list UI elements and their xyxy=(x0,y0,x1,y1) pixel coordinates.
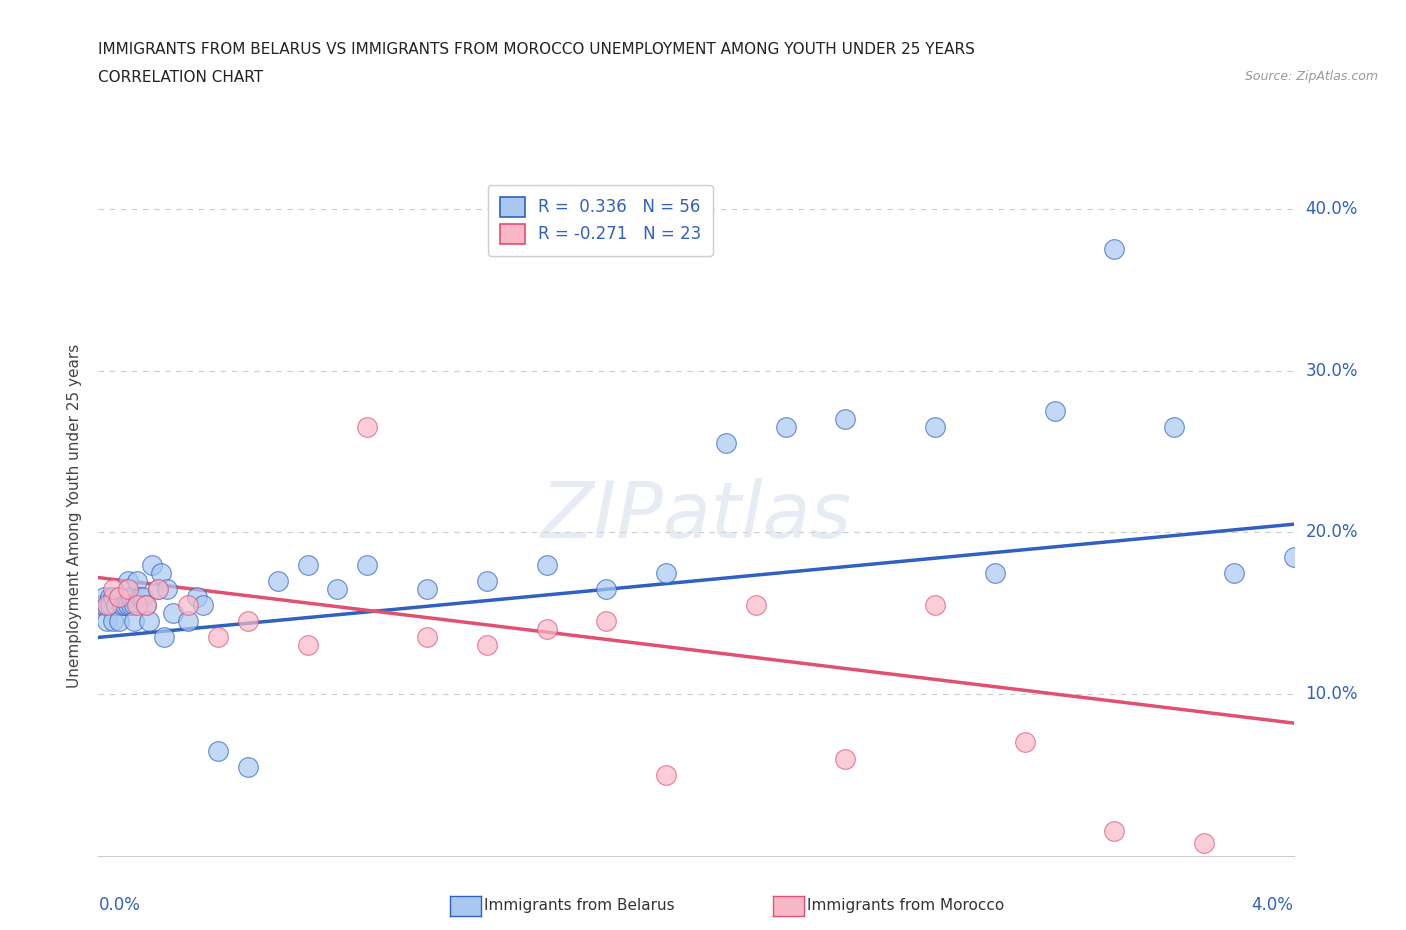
Point xyxy=(114,598,136,613)
Point xyxy=(103,614,125,629)
Point xyxy=(108,590,131,604)
Point xyxy=(475,638,498,653)
Point xyxy=(124,614,146,629)
Point xyxy=(356,419,378,434)
Text: Immigrants from Belarus: Immigrants from Belarus xyxy=(484,898,675,913)
Text: Immigrants from Morocco: Immigrants from Morocco xyxy=(807,898,1004,913)
Point xyxy=(93,598,115,613)
Point xyxy=(924,598,946,613)
Point xyxy=(207,743,229,758)
Point xyxy=(127,598,149,613)
Point xyxy=(156,581,179,596)
Point xyxy=(148,581,170,596)
Point xyxy=(186,590,208,604)
Point xyxy=(1043,404,1066,418)
Point xyxy=(162,605,184,620)
Point xyxy=(924,419,946,434)
Point xyxy=(297,557,319,572)
Point xyxy=(536,622,558,637)
Point xyxy=(141,557,163,572)
Point xyxy=(150,565,173,580)
Point xyxy=(1014,735,1036,750)
Point xyxy=(267,574,290,589)
Text: 0.0%: 0.0% xyxy=(98,897,141,914)
Point xyxy=(93,590,115,604)
Point xyxy=(129,590,152,604)
Point xyxy=(983,565,1005,580)
Point xyxy=(90,598,112,613)
Text: Source: ZipAtlas.com: Source: ZipAtlas.com xyxy=(1244,70,1378,83)
Text: IMMIGRANTS FROM BELARUS VS IMMIGRANTS FROM MOROCCO UNEMPLOYMENT AMONG YOUTH UNDE: IMMIGRANTS FROM BELARUS VS IMMIGRANTS FR… xyxy=(98,42,976,57)
Point xyxy=(326,581,349,596)
Point xyxy=(103,581,125,596)
Point xyxy=(1102,242,1125,257)
Point xyxy=(595,614,617,629)
Text: 40.0%: 40.0% xyxy=(1305,200,1358,218)
Point xyxy=(356,557,378,572)
Point xyxy=(117,574,139,589)
Point xyxy=(153,630,176,644)
Point xyxy=(536,557,558,572)
Point xyxy=(1163,419,1185,434)
Point xyxy=(105,598,128,613)
Point xyxy=(96,598,118,613)
Text: CORRELATION CHART: CORRELATION CHART xyxy=(98,70,263,85)
Point xyxy=(138,614,160,629)
Point xyxy=(120,598,142,613)
Point xyxy=(775,419,797,434)
Point xyxy=(207,630,229,644)
Point xyxy=(120,590,142,604)
Y-axis label: Unemployment Among Youth under 25 years: Unemployment Among Youth under 25 years xyxy=(67,344,83,688)
Point xyxy=(1192,835,1215,850)
Point xyxy=(96,614,118,629)
Text: ZIPatlas: ZIPatlas xyxy=(540,478,852,554)
Point xyxy=(177,598,200,613)
Point xyxy=(98,598,122,613)
Point xyxy=(105,598,128,613)
Point xyxy=(103,590,125,604)
Point xyxy=(108,590,131,604)
Text: 4.0%: 4.0% xyxy=(1251,897,1294,914)
Point xyxy=(1102,824,1125,839)
Point xyxy=(108,614,131,629)
Text: 30.0%: 30.0% xyxy=(1305,362,1358,379)
Point xyxy=(236,759,259,774)
Point xyxy=(132,590,155,604)
Point xyxy=(1282,549,1305,564)
Point xyxy=(98,590,122,604)
Point xyxy=(595,581,617,596)
Point xyxy=(834,412,856,427)
Point xyxy=(124,598,146,613)
Text: 10.0%: 10.0% xyxy=(1305,685,1358,703)
Point xyxy=(714,436,737,451)
Point xyxy=(96,598,118,613)
Point xyxy=(117,598,139,613)
Point xyxy=(475,574,498,589)
Point xyxy=(236,614,259,629)
Point xyxy=(416,630,439,644)
Point xyxy=(117,581,139,596)
Point xyxy=(111,598,134,613)
Point xyxy=(297,638,319,653)
Point xyxy=(655,565,678,580)
Point xyxy=(177,614,200,629)
Point xyxy=(745,598,768,613)
Point xyxy=(127,574,149,589)
Point xyxy=(1222,565,1246,580)
Legend: R =  0.336   N = 56, R = -0.271   N = 23: R = 0.336 N = 56, R = -0.271 N = 23 xyxy=(488,185,713,256)
Point xyxy=(135,598,157,613)
Point xyxy=(834,751,856,766)
Point xyxy=(655,767,678,782)
Point xyxy=(148,581,170,596)
Point xyxy=(191,598,214,613)
Text: 20.0%: 20.0% xyxy=(1305,524,1358,541)
Point xyxy=(135,598,157,613)
Point xyxy=(416,581,439,596)
